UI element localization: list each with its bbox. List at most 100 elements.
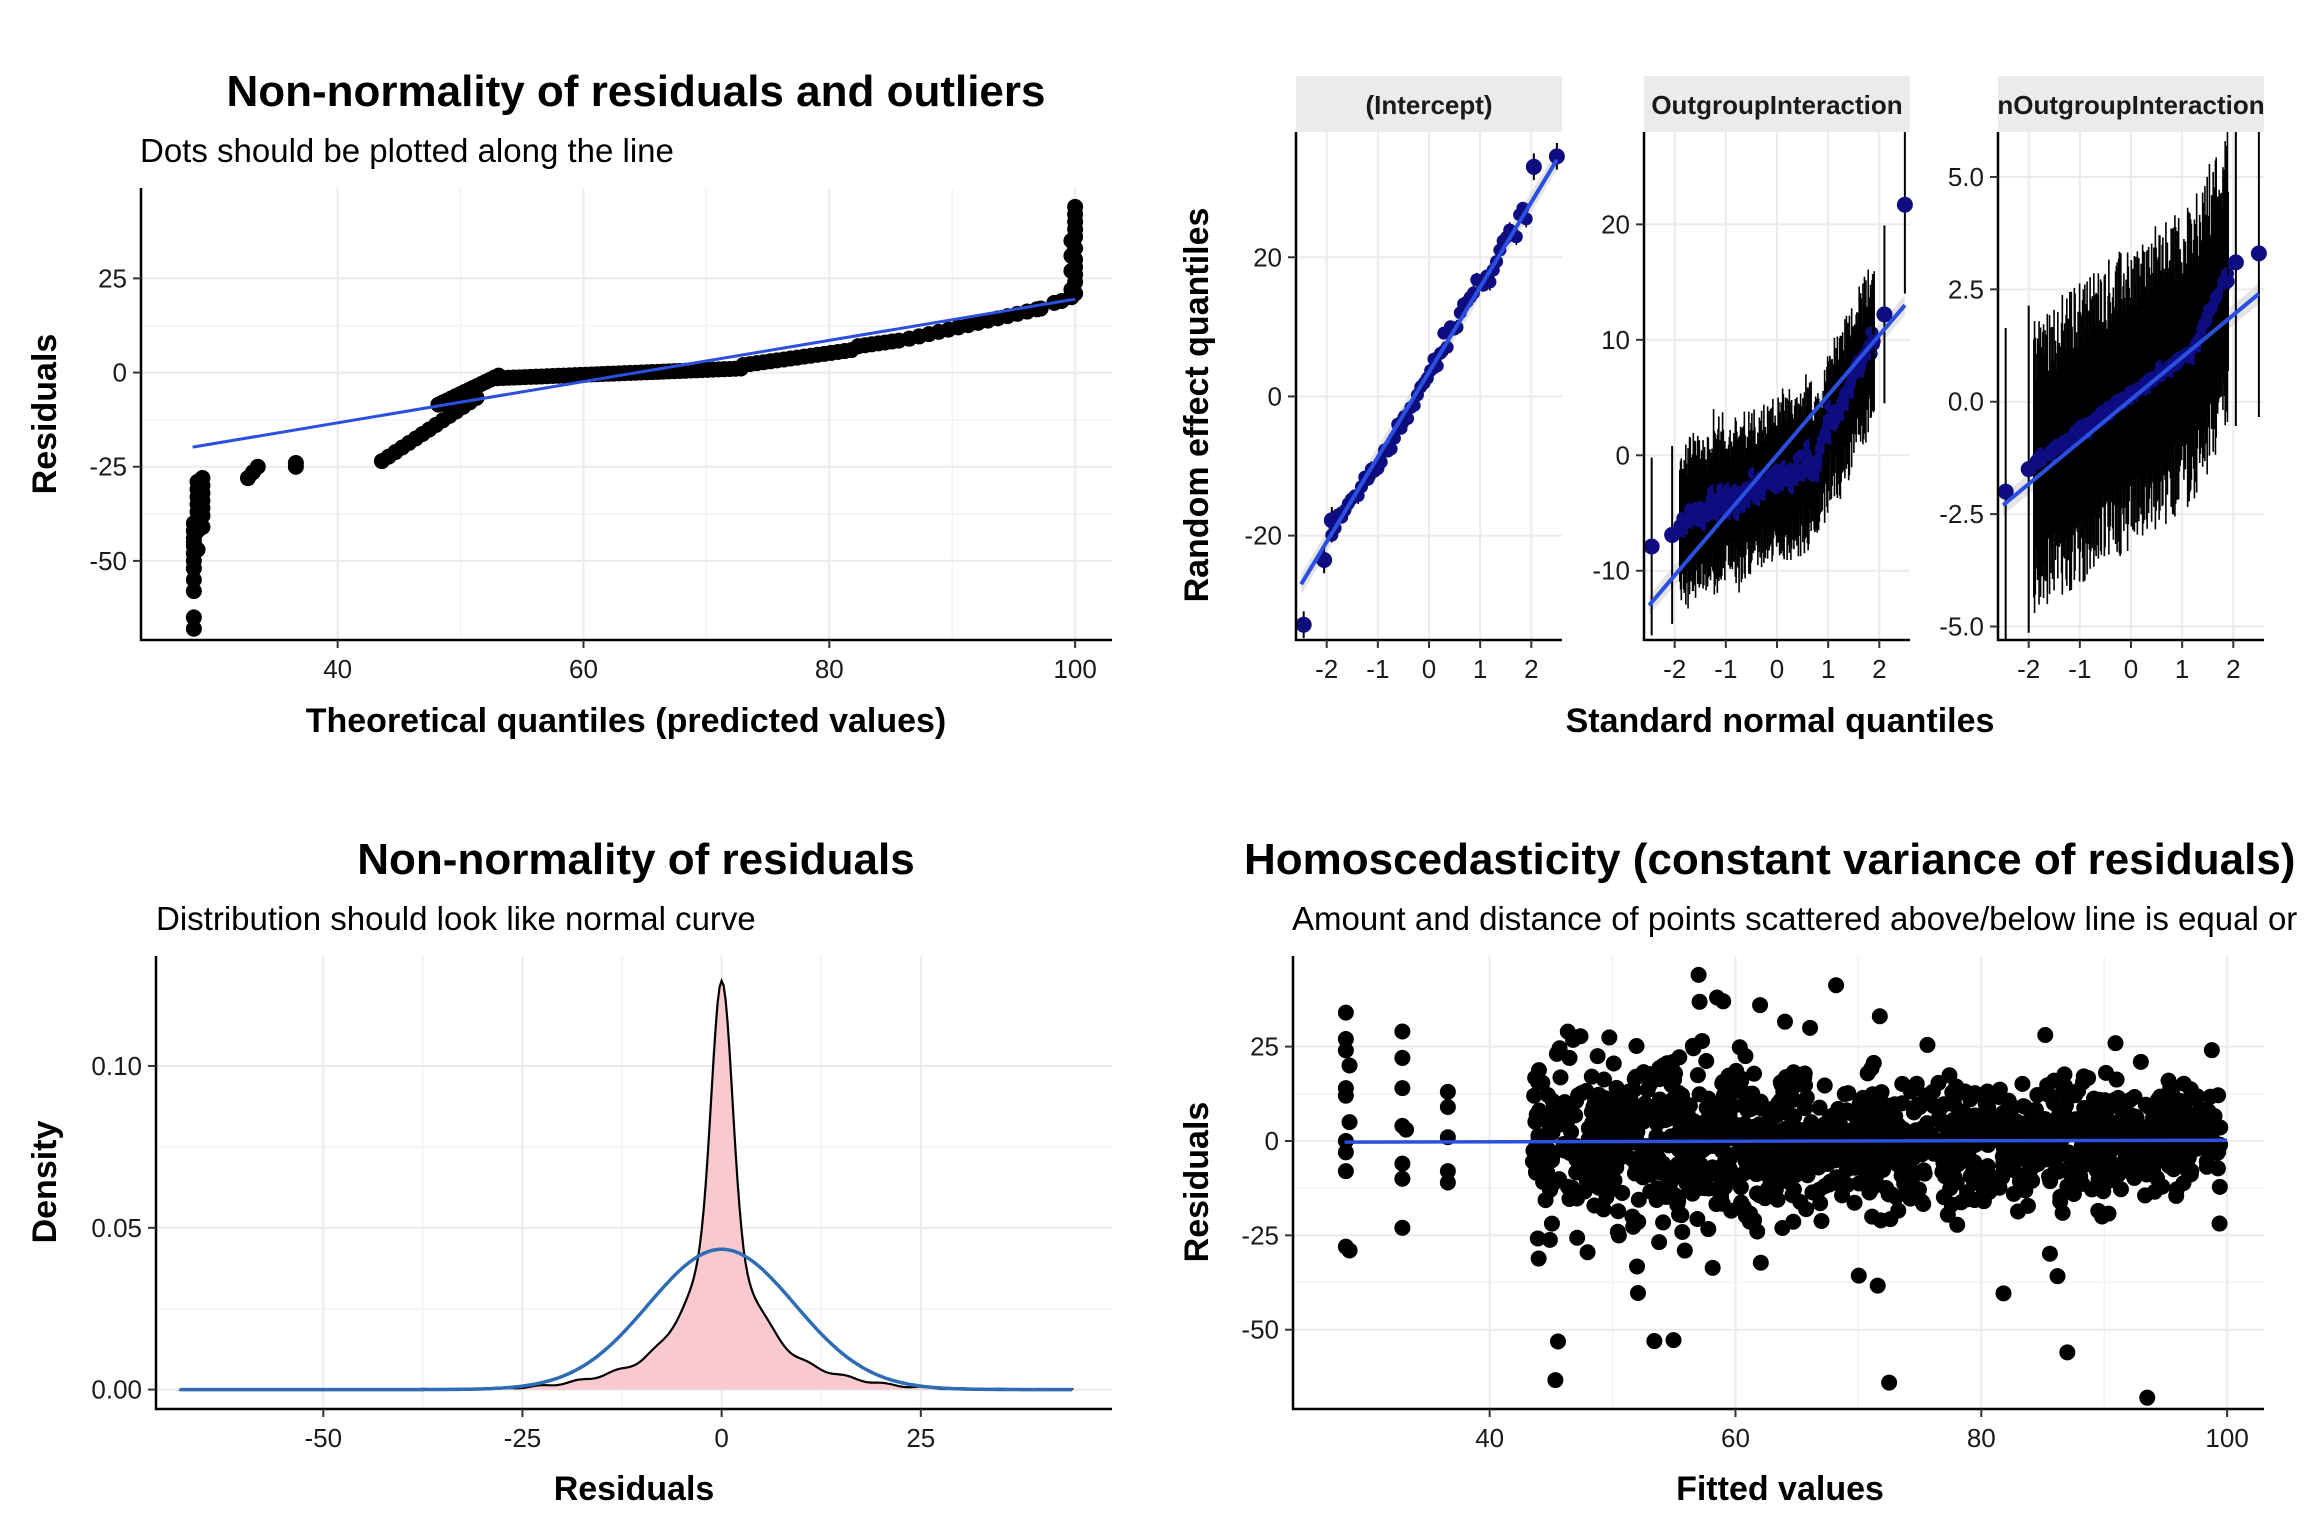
homo-point: [1943, 1196, 1960, 1213]
homo-point: [1861, 1184, 1878, 1201]
density-y-ticks: 0.00 0.05 0.10: [91, 1051, 156, 1405]
re-strip-background: [1998, 76, 2264, 132]
homo-point: [2019, 1197, 2036, 1214]
qq-point: [1063, 247, 1080, 264]
re-point: [1643, 538, 1660, 555]
homo-point: [2090, 1171, 2107, 1188]
homo-point: [1699, 1124, 1716, 1141]
homo-point: [1802, 1019, 1819, 1036]
homo-point: [2138, 1166, 2155, 1183]
re-y-tick-label: 5.0: [1948, 162, 1984, 192]
homo-point: [1550, 1333, 1567, 1350]
homo-point: [1995, 1160, 2012, 1177]
homo-point: [1785, 1091, 1802, 1108]
homo-point: [1846, 1194, 1863, 1211]
homo-point: [1570, 1142, 1587, 1159]
homo-point: [2107, 1035, 2124, 1052]
re-y-tick-label: 20: [1253, 242, 1282, 272]
homo-point: [1583, 1068, 1600, 1085]
homo-point: [1809, 1141, 1826, 1158]
homo-point: [2056, 1066, 2073, 1083]
homo-point: [1674, 1092, 1691, 1109]
re-x-tick-label: 0: [1422, 654, 1436, 684]
homo-point: [1527, 1069, 1544, 1086]
re-x-tick-label: 2: [1872, 654, 1886, 684]
re-y-tick-label: 2.5: [1948, 274, 1984, 304]
homo-point: [1752, 1254, 1769, 1271]
homo-point: [1398, 1121, 1415, 1138]
homo-point: [1811, 1099, 1828, 1116]
qq-y-label: Residuals: [26, 334, 64, 495]
homo-point: [1869, 1277, 1886, 1294]
homo-point: [2129, 1114, 2146, 1131]
homo-point: [1716, 1179, 1733, 1196]
homo-point: [1659, 1168, 1676, 1185]
homo-point: [2175, 1175, 2192, 1192]
homo-point: [1935, 1151, 1952, 1168]
homo-point: [2133, 1148, 2150, 1165]
homo-point: [1698, 1053, 1715, 1070]
homo-point: [1935, 1096, 1952, 1113]
density-y-label: Density: [26, 1121, 64, 1244]
density-subtitle: Distribution should look like normal cur…: [156, 900, 756, 937]
re-point: [1664, 526, 1681, 543]
homo-point: [1998, 1110, 2015, 1127]
qq-point: [185, 583, 202, 600]
homo-point: [2211, 1215, 2228, 1232]
re-x-tick-label: -2: [1315, 654, 1338, 684]
homo-point: [2160, 1072, 2177, 1089]
qq-points: [185, 198, 1084, 637]
homo-point: [1761, 1115, 1778, 1132]
re-x-tick-label: 1: [1473, 654, 1487, 684]
homo-point: [1578, 1172, 1595, 1189]
homo-point: [1646, 1333, 1663, 1350]
homo-point: [1394, 1170, 1411, 1187]
density-x-tick-label: 0: [714, 1423, 728, 1453]
homo-point: [1548, 1045, 1565, 1062]
homo-y-label: Residuals: [1178, 1102, 1216, 1263]
homo-point: [1894, 1095, 1911, 1112]
homo-y-tick-label: -50: [1241, 1315, 1279, 1345]
homo-point: [1960, 1143, 1977, 1160]
re-points: [1997, 132, 2267, 640]
homo-point: [1748, 1166, 1765, 1183]
homo-point: [1567, 1107, 1584, 1124]
re-y-tick-label: -20: [1244, 521, 1282, 551]
homo-point: [1848, 1103, 1865, 1120]
homo-point: [2132, 1053, 2149, 1070]
homo-point: [1732, 1179, 1749, 1196]
homo-point: [1850, 1267, 1867, 1284]
homo-point: [1552, 1069, 1569, 1086]
density-plot-panel: Non-normality of residuals Distribution …: [26, 835, 1112, 1508]
homo-point: [1779, 1121, 1796, 1138]
homo-point: [1543, 1215, 1560, 1232]
homo-y-ticks: -50 -25 0 25: [1241, 1032, 1293, 1345]
homo-x-tick-label: 60: [1721, 1423, 1750, 1453]
density-y-tick-label: 0.00: [91, 1375, 142, 1405]
homo-point: [1537, 1192, 1554, 1209]
homo-point: [1802, 1117, 1819, 1134]
homo-point: [2075, 1074, 2092, 1091]
homo-point: [1949, 1216, 1966, 1233]
homo-point: [2029, 1087, 2046, 1104]
qq-point: [1067, 198, 1084, 215]
homo-point: [1721, 1106, 1738, 1123]
homoscedasticity-panel: Homoscedasticity (constant variance of r…: [1178, 835, 2304, 1508]
homo-point: [1731, 1039, 1748, 1056]
homo-point: [1839, 1176, 1856, 1193]
homo-point: [1804, 1184, 1821, 1201]
homo-point: [1882, 1211, 1899, 1228]
homo-point: [1714, 1073, 1731, 1090]
homo-point: [1610, 1227, 1627, 1244]
homo-point: [1569, 1229, 1586, 1246]
qq-point: [185, 609, 202, 626]
homo-point: [1798, 1089, 1815, 1106]
qq-point: [185, 620, 202, 637]
homo-point: [1661, 1072, 1678, 1089]
homo-point: [1923, 1126, 1940, 1143]
homo-point: [1614, 1185, 1631, 1202]
homo-point: [2106, 1130, 2123, 1147]
homo-point: [2202, 1088, 2219, 1105]
homo-point: [1776, 1013, 1793, 1030]
